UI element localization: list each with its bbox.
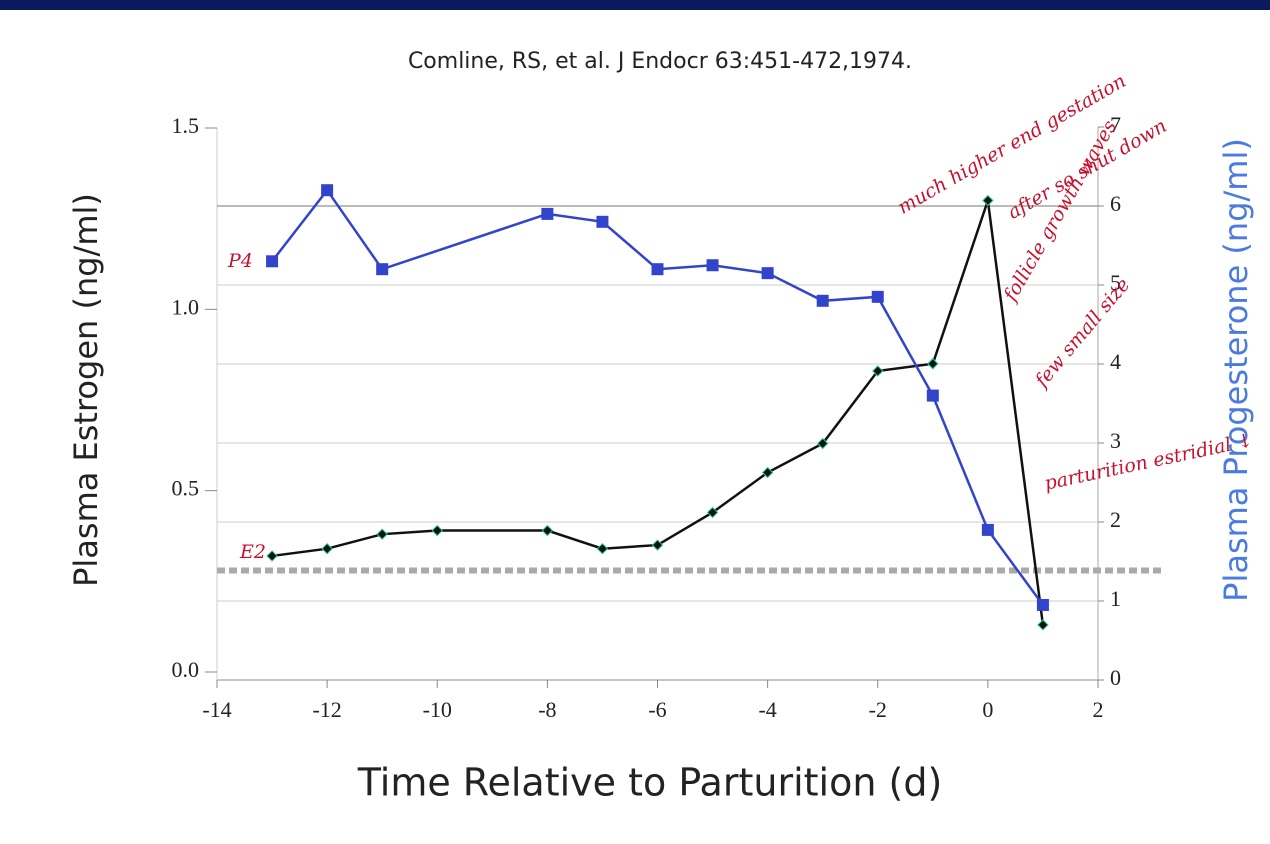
series-label: E2 xyxy=(239,541,266,563)
x-tick-label: -4 xyxy=(758,697,776,722)
y-axis-label: Plasma Estrogen (ng/ml) xyxy=(67,193,105,587)
marker xyxy=(596,215,609,228)
marker xyxy=(651,539,664,551)
marker xyxy=(816,294,829,307)
marker xyxy=(376,263,389,276)
marker xyxy=(1036,598,1049,611)
x-tick-label: -6 xyxy=(648,697,666,722)
marker xyxy=(321,184,334,197)
marker xyxy=(872,365,884,377)
y2-tick-label: 2 xyxy=(1110,507,1121,532)
series-line xyxy=(271,200,1045,626)
y2-tick-label: 0 xyxy=(1110,665,1121,690)
x-tick-label: -12 xyxy=(312,697,341,722)
marker xyxy=(982,194,994,207)
marker xyxy=(926,389,939,402)
x-tick-label: -14 xyxy=(202,697,231,722)
x-tick-label: 2 xyxy=(1093,697,1104,722)
marker xyxy=(706,259,719,272)
x-tick-label: -8 xyxy=(538,697,556,722)
y2-axis-label: Plasma Progesterone (ng/ml) xyxy=(1217,138,1255,602)
marker xyxy=(981,523,994,536)
marker xyxy=(871,290,884,303)
marker xyxy=(321,542,333,555)
marker xyxy=(596,542,609,555)
y2-tick-label: 7 xyxy=(1110,112,1121,137)
series-label: P4 xyxy=(227,250,253,272)
marker xyxy=(706,506,719,519)
y-tick-label: 0.0 xyxy=(172,657,200,682)
x-tick-label: 0 xyxy=(982,697,993,722)
marker xyxy=(266,550,278,562)
top-band xyxy=(0,0,1270,10)
marker xyxy=(816,437,829,450)
y2-tick-label: 6 xyxy=(1110,191,1121,216)
marker xyxy=(376,528,388,540)
marker xyxy=(266,255,279,268)
marker xyxy=(761,466,774,479)
x-tick-label: -10 xyxy=(423,697,452,722)
y2-tick-label: 5 xyxy=(1110,270,1121,295)
x-axis-label: Time Relative to Parturition (d) xyxy=(357,761,943,805)
marker xyxy=(1037,619,1049,631)
marker xyxy=(541,207,554,220)
y2-tick-label: 4 xyxy=(1110,349,1121,374)
marker xyxy=(431,524,443,537)
y2-tick-label: 3 xyxy=(1110,428,1121,453)
annotation: few small size xyxy=(1030,274,1135,393)
marker xyxy=(651,263,664,276)
chart-title: Comline, RS, et al. J Endocr 63:451-472,… xyxy=(408,49,912,74)
y-tick-label: 1.0 xyxy=(172,294,200,319)
marker xyxy=(541,524,554,537)
y-tick-label: 1.5 xyxy=(172,113,200,138)
x-tick-label: -2 xyxy=(869,697,887,722)
y-tick-label: 0.5 xyxy=(172,476,200,501)
marker xyxy=(927,358,939,370)
y2-tick-label: 1 xyxy=(1110,586,1121,611)
marker xyxy=(761,267,774,280)
